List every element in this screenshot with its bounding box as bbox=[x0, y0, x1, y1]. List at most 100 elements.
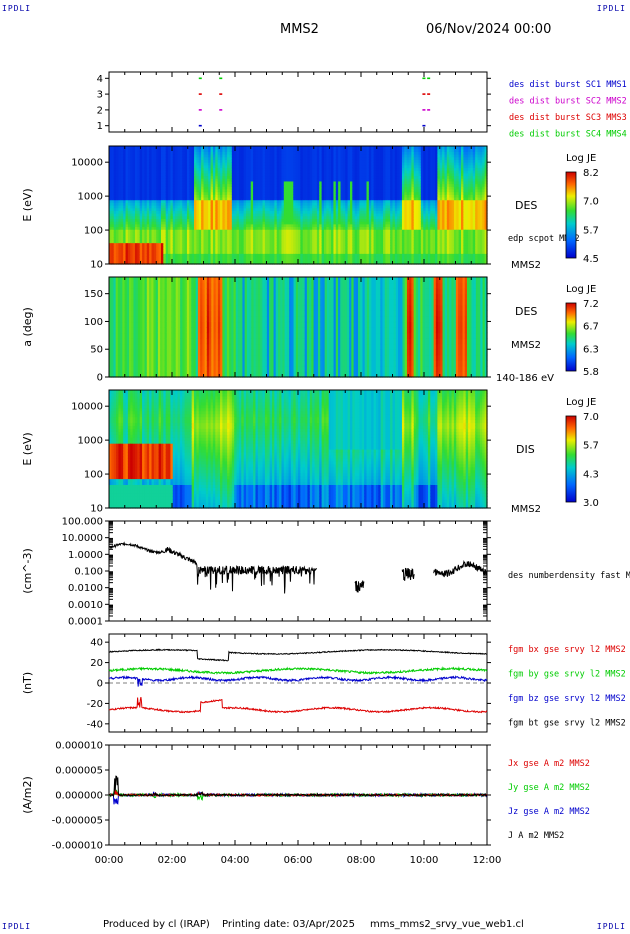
des-energy-cell bbox=[132, 167, 136, 171]
des-energy-cell bbox=[194, 167, 198, 171]
des-energy-cell bbox=[186, 245, 190, 249]
des-energy-cell bbox=[127, 261, 131, 265]
des-energy-cell bbox=[116, 167, 120, 171]
des-energy-cell bbox=[132, 210, 136, 214]
des-energy-cell bbox=[149, 255, 153, 260]
des-energy-cell bbox=[139, 226, 143, 230]
des-energy-cell bbox=[163, 213, 167, 217]
des-energy-cell bbox=[149, 205, 153, 209]
des-energy-cell bbox=[163, 223, 167, 228]
des-energy-cell bbox=[130, 231, 134, 236]
des-energy-cell bbox=[146, 226, 150, 230]
des-energy-cell bbox=[191, 245, 195, 249]
des-energy-cell bbox=[168, 237, 172, 241]
des-energy-cell bbox=[184, 175, 188, 179]
des-energy-cell bbox=[144, 159, 148, 163]
des-energy-cell bbox=[125, 207, 129, 211]
des-energy-cell bbox=[156, 164, 160, 169]
des-energy-cell bbox=[111, 162, 115, 166]
des-energy-cell bbox=[196, 218, 200, 222]
des-energy-cell bbox=[139, 191, 143, 195]
des-energy-cell bbox=[127, 186, 131, 190]
des-energy-cell bbox=[186, 210, 190, 214]
des-energy-cell bbox=[160, 223, 164, 228]
des-energy-cell bbox=[116, 188, 120, 193]
des-energy-cell bbox=[191, 194, 195, 198]
des-energy-cell bbox=[118, 167, 122, 171]
des-energy-cell bbox=[123, 223, 127, 228]
des-energy-cell bbox=[165, 162, 169, 166]
des-energy-cell bbox=[168, 239, 172, 244]
des-energy-cell bbox=[160, 250, 164, 254]
des-energy-cell bbox=[191, 175, 195, 179]
des-energy-cell bbox=[111, 245, 115, 249]
des-energy-cell bbox=[163, 237, 167, 241]
des-energy-cell bbox=[127, 218, 131, 222]
des-energy-cell bbox=[132, 202, 136, 206]
des-energy-cell bbox=[184, 245, 188, 249]
des-energy-cell bbox=[127, 188, 131, 193]
des-energy-cell bbox=[120, 178, 124, 182]
des-energy-cell bbox=[137, 218, 141, 222]
des-energy-cell bbox=[109, 202, 112, 206]
des-energy-cell bbox=[139, 210, 143, 214]
des-energy-cell bbox=[146, 255, 150, 260]
des-energy-cell bbox=[186, 239, 190, 244]
des-energy-cell bbox=[151, 159, 155, 163]
des-energy-cell bbox=[191, 207, 195, 211]
des-energy-cell bbox=[111, 188, 115, 193]
des-energy-cell bbox=[109, 164, 112, 169]
des-energy-cell bbox=[151, 172, 155, 177]
des-energy-cell bbox=[165, 199, 169, 203]
des-energy-cell bbox=[182, 242, 186, 246]
des-energy-cell bbox=[137, 205, 141, 209]
des-energy-cell bbox=[158, 205, 162, 209]
des-energy-cell bbox=[113, 172, 117, 177]
des-energy-cell bbox=[113, 162, 117, 166]
des-energy-cell bbox=[139, 253, 143, 257]
des-energy-cell bbox=[189, 247, 193, 252]
des-energy-cell bbox=[149, 253, 153, 257]
des-energy-cell bbox=[132, 205, 136, 209]
des-energy-cell bbox=[142, 221, 146, 225]
des-energy-cell bbox=[123, 175, 127, 179]
des-energy-cell bbox=[142, 178, 146, 182]
des-energy-cell bbox=[194, 148, 198, 152]
des-energy-cell bbox=[179, 234, 183, 238]
des-energy-cell bbox=[111, 253, 115, 257]
des-energy-cell bbox=[142, 151, 146, 155]
des-energy-cell bbox=[170, 231, 174, 236]
des-energy-cell bbox=[160, 245, 164, 249]
des-energy-cell bbox=[127, 207, 131, 211]
des-energy-cell bbox=[134, 234, 138, 238]
des-energy-cell bbox=[151, 156, 155, 161]
des-energy-cell bbox=[189, 183, 193, 187]
des-energy-cell bbox=[151, 234, 155, 238]
des-energy-cell bbox=[179, 175, 183, 179]
des-energy-cell bbox=[175, 239, 179, 244]
des-energy-cell bbox=[144, 183, 148, 187]
des-energy-cell bbox=[186, 194, 190, 198]
des-energy-cell bbox=[196, 164, 200, 169]
des-energy-cell bbox=[139, 255, 143, 260]
des-energy-cell bbox=[123, 215, 127, 220]
des-energy-cell bbox=[130, 253, 134, 257]
des-energy-cell bbox=[160, 151, 164, 155]
des-energy-cell bbox=[134, 237, 138, 241]
des-energy-cell bbox=[109, 245, 112, 249]
des-energy-cell bbox=[144, 205, 148, 209]
des-energy-cell bbox=[130, 218, 134, 222]
des-energy-cell bbox=[172, 151, 176, 155]
des-energy-cell bbox=[137, 221, 141, 225]
des-energy-cell bbox=[151, 253, 155, 257]
des-energy-cell bbox=[191, 146, 195, 150]
des-energy-cell bbox=[116, 207, 120, 211]
des-energy-cell bbox=[191, 156, 195, 161]
des-energy-cell bbox=[116, 210, 120, 214]
burst-mark bbox=[198, 93, 202, 95]
des-energy-cell bbox=[137, 156, 141, 161]
des-energy-cell bbox=[168, 223, 172, 228]
des-energy-cell bbox=[184, 253, 188, 257]
des-energy-cell bbox=[163, 146, 167, 150]
des-energy-cell bbox=[177, 151, 181, 155]
